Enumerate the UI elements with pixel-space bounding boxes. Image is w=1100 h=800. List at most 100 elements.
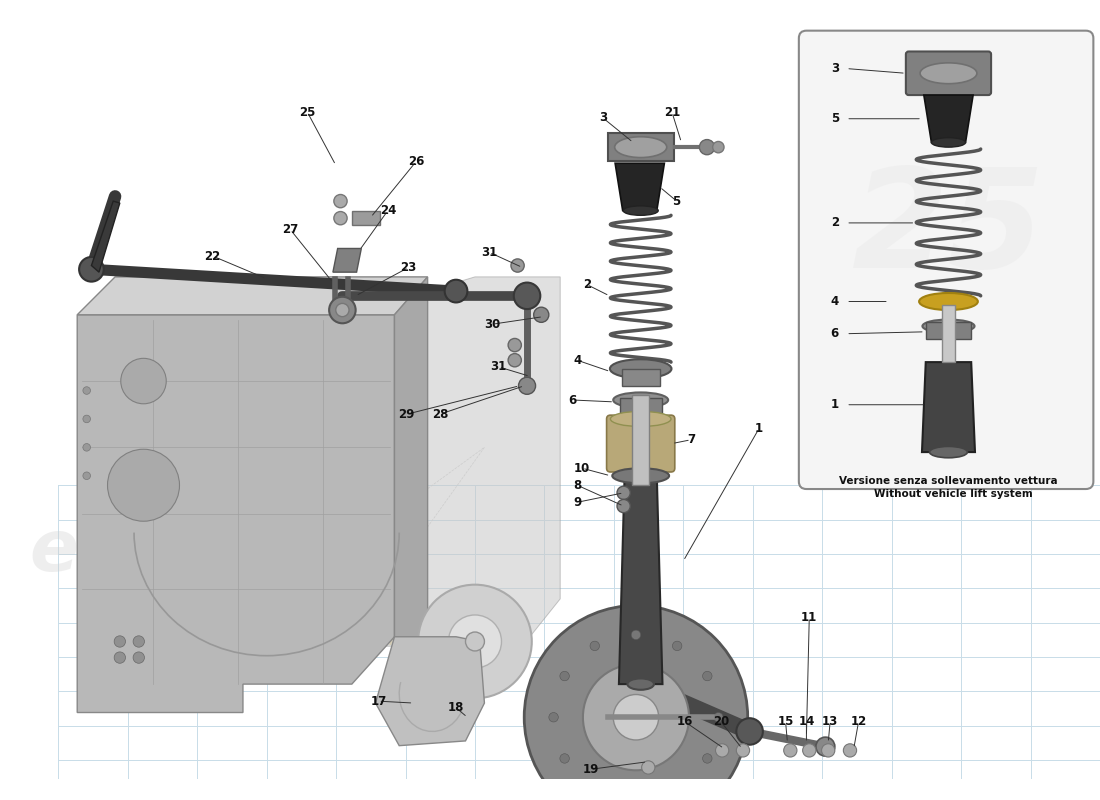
Ellipse shape xyxy=(613,468,669,483)
Circle shape xyxy=(617,499,630,513)
Circle shape xyxy=(560,671,570,681)
Circle shape xyxy=(822,744,835,757)
Circle shape xyxy=(613,694,659,740)
Circle shape xyxy=(465,632,484,651)
Polygon shape xyxy=(926,322,971,339)
Ellipse shape xyxy=(613,393,668,407)
Circle shape xyxy=(590,784,600,794)
Circle shape xyxy=(703,671,712,681)
Circle shape xyxy=(133,636,144,647)
Circle shape xyxy=(114,636,125,647)
Circle shape xyxy=(617,486,630,499)
Text: 4: 4 xyxy=(830,295,839,308)
Circle shape xyxy=(518,378,536,394)
Circle shape xyxy=(121,358,166,404)
Polygon shape xyxy=(91,201,120,272)
Text: Without vehicle lift system: Without vehicle lift system xyxy=(873,489,1033,499)
Circle shape xyxy=(508,354,521,367)
Text: 5: 5 xyxy=(672,194,681,208)
Circle shape xyxy=(334,194,348,208)
Circle shape xyxy=(715,744,729,757)
Polygon shape xyxy=(375,637,484,746)
Text: 6: 6 xyxy=(569,394,576,406)
Circle shape xyxy=(329,297,355,323)
Text: 3: 3 xyxy=(830,62,839,75)
Circle shape xyxy=(700,139,715,154)
Circle shape xyxy=(444,280,468,302)
Text: 6: 6 xyxy=(830,327,839,340)
Circle shape xyxy=(672,784,682,794)
Ellipse shape xyxy=(624,206,658,215)
Text: 14: 14 xyxy=(799,715,815,729)
Text: 17: 17 xyxy=(371,694,386,708)
Circle shape xyxy=(713,142,724,153)
Polygon shape xyxy=(924,95,974,142)
Text: 25: 25 xyxy=(299,106,316,118)
Text: 16: 16 xyxy=(676,715,693,729)
Circle shape xyxy=(534,307,549,322)
Text: 7: 7 xyxy=(686,434,695,446)
Ellipse shape xyxy=(930,446,967,458)
Circle shape xyxy=(631,630,640,639)
Ellipse shape xyxy=(920,293,978,310)
Polygon shape xyxy=(395,277,428,665)
FancyBboxPatch shape xyxy=(799,30,1093,489)
Circle shape xyxy=(82,386,90,394)
Circle shape xyxy=(79,257,103,282)
Text: a passion for parts since 198: a passion for parts since 198 xyxy=(173,591,474,663)
Circle shape xyxy=(583,664,689,770)
Polygon shape xyxy=(77,277,428,314)
Circle shape xyxy=(641,761,654,774)
Circle shape xyxy=(512,259,525,272)
Circle shape xyxy=(783,744,798,757)
Circle shape xyxy=(449,615,502,668)
Polygon shape xyxy=(621,369,660,386)
Circle shape xyxy=(549,713,559,722)
Polygon shape xyxy=(922,362,975,452)
Text: 26: 26 xyxy=(408,155,425,168)
Text: 2: 2 xyxy=(583,278,591,291)
Text: 2: 2 xyxy=(830,217,839,230)
Polygon shape xyxy=(615,163,664,210)
Polygon shape xyxy=(620,398,661,417)
Polygon shape xyxy=(942,306,955,362)
Circle shape xyxy=(82,472,90,479)
Circle shape xyxy=(714,713,723,722)
Text: 11: 11 xyxy=(801,611,817,624)
Circle shape xyxy=(736,718,763,745)
Polygon shape xyxy=(381,277,560,646)
Circle shape xyxy=(418,585,531,698)
Ellipse shape xyxy=(920,63,977,84)
Text: 4: 4 xyxy=(573,354,582,366)
Polygon shape xyxy=(352,210,381,225)
Text: 27: 27 xyxy=(283,223,298,236)
Text: europarts: europarts xyxy=(29,517,428,586)
Circle shape xyxy=(736,744,749,757)
Text: 1: 1 xyxy=(755,422,763,435)
Text: 18: 18 xyxy=(448,702,464,714)
Circle shape xyxy=(108,450,179,522)
Circle shape xyxy=(560,754,570,763)
Text: 29: 29 xyxy=(398,408,415,421)
Circle shape xyxy=(844,744,857,757)
Polygon shape xyxy=(619,476,662,684)
Text: 15: 15 xyxy=(778,715,794,729)
Text: 31: 31 xyxy=(481,246,497,258)
Circle shape xyxy=(133,652,144,663)
Circle shape xyxy=(803,744,816,757)
Circle shape xyxy=(334,211,348,225)
Text: Versione senza sollevamento vettura: Versione senza sollevamento vettura xyxy=(839,476,1058,486)
Circle shape xyxy=(514,282,540,309)
Text: 20: 20 xyxy=(713,715,729,729)
Polygon shape xyxy=(632,395,649,486)
Polygon shape xyxy=(77,314,395,713)
Ellipse shape xyxy=(932,138,966,147)
Circle shape xyxy=(336,303,349,317)
Circle shape xyxy=(508,338,521,352)
Ellipse shape xyxy=(923,319,975,333)
Text: 21: 21 xyxy=(663,106,680,118)
Circle shape xyxy=(590,641,600,650)
Polygon shape xyxy=(607,133,674,162)
Ellipse shape xyxy=(609,359,671,378)
Text: 3: 3 xyxy=(598,111,607,124)
